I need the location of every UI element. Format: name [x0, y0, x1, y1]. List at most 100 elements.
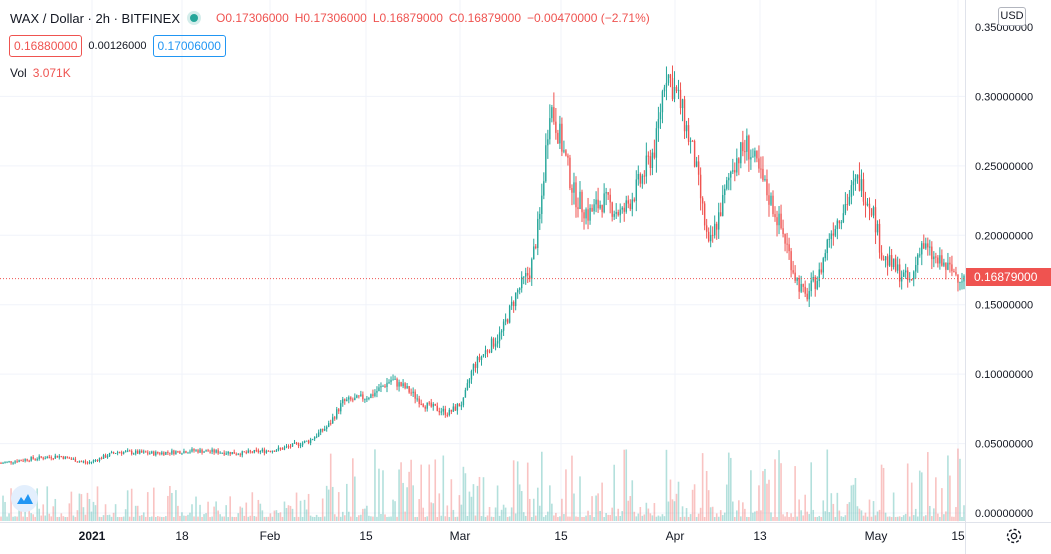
candle-body: [541, 195, 543, 214]
candle-body: [6, 461, 8, 463]
candle-body: [197, 450, 199, 453]
candle-body: [34, 458, 36, 460]
volume-bar: [223, 516, 225, 521]
volume-bar: [536, 487, 539, 521]
candle-body: [896, 264, 899, 271]
volume-bar: [12, 516, 14, 521]
symbol-title[interactable]: WAX / Dollar · 2h · BITFINEX: [10, 10, 181, 26]
volume-bar: [579, 476, 581, 521]
volume-bar: [305, 509, 308, 521]
candle-body: [239, 454, 241, 456]
volume-bar: [740, 516, 742, 521]
candle-body: [141, 450, 143, 453]
candle-body: [633, 199, 635, 201]
candle-body: [788, 244, 790, 252]
tradingview-logo-icon[interactable]: [11, 485, 38, 512]
volume-bar: [378, 468, 380, 521]
volume-bar: [462, 466, 465, 521]
candle-body: [872, 207, 875, 216]
volume-bar: [317, 516, 320, 521]
volume-bar: [569, 516, 571, 521]
candle-body: [669, 74, 672, 79]
candle-body: [301, 442, 304, 446]
volume-bar: [26, 516, 28, 521]
volume-bar: [886, 516, 889, 521]
candle-body: [132, 453, 135, 455]
candle-body: [88, 462, 91, 464]
volume-bar: [597, 493, 599, 521]
volume-bar: [794, 466, 796, 521]
candle-body: [707, 231, 710, 242]
candle-body: [750, 157, 752, 160]
volume-bar: [585, 515, 587, 521]
candle-body: [587, 209, 589, 221]
volume-bar: [434, 459, 437, 521]
volume-bar: [416, 516, 418, 521]
candle-body: [569, 157, 571, 189]
candle-body: [854, 178, 857, 182]
trade-panel: 0.16880000 0.00126000 0.17006000: [9, 35, 226, 57]
candle-body: [820, 269, 822, 273]
candle-body: [187, 452, 189, 454]
volume-bar: [543, 516, 545, 521]
volume-bar: [410, 459, 412, 521]
volume-bar: [430, 502, 433, 521]
candle-body: [207, 450, 209, 452]
volume-bar: [864, 512, 867, 521]
candle-body: [420, 403, 422, 405]
candle-body: [233, 452, 235, 454]
gear-icon[interactable]: [1004, 526, 1024, 546]
candle-body: [350, 397, 352, 400]
candle-body: [671, 78, 674, 100]
volume-bar: [466, 515, 469, 521]
volume-bar: [573, 493, 575, 521]
candle-body: [535, 246, 537, 248]
candle-body: [695, 161, 698, 167]
volume-bar: [939, 516, 941, 521]
volume-bar: [82, 507, 85, 521]
candle-body: [537, 218, 539, 248]
volume-bar: [832, 503, 835, 521]
candle-body: [892, 258, 895, 267]
candle-body: [525, 272, 527, 277]
sell-button[interactable]: 0.16880000: [9, 35, 83, 57]
candle-body: [440, 411, 442, 413]
volume-bar: [408, 471, 410, 521]
candle-body: [734, 170, 736, 173]
candle-body: [792, 270, 794, 273]
volume-bar: [287, 505, 290, 521]
volume-bar: [420, 464, 422, 521]
candle-body: [398, 382, 400, 387]
candle-body: [589, 207, 591, 221]
y-tick-label: 0.30000000: [975, 91, 1033, 103]
volume-bar: [152, 487, 155, 521]
candle-body: [352, 399, 354, 401]
volume-bar: [384, 514, 386, 521]
candle-body: [720, 212, 722, 216]
candle-body: [271, 450, 274, 452]
candle-body: [346, 399, 348, 402]
candle-body: [931, 246, 933, 260]
volume-bar: [92, 501, 95, 521]
volume-bar: [643, 514, 646, 521]
volume-bar: [922, 516, 925, 521]
volume-bar: [963, 505, 965, 521]
volume-bar: [758, 485, 760, 521]
candle-body: [466, 383, 469, 390]
currency-button[interactable]: USD: [998, 7, 1026, 26]
volume-bar: [601, 482, 603, 521]
volume-bar: [611, 507, 613, 521]
volume-bar: [858, 508, 861, 521]
candle-body: [436, 405, 438, 411]
candle-body: [104, 455, 107, 458]
volume-bar: [476, 485, 479, 521]
volume-bar: [645, 502, 648, 521]
volume-bar: [734, 516, 736, 521]
volume-bar: [605, 513, 607, 521]
volume-bar: [436, 516, 439, 521]
candle-body: [245, 452, 247, 454]
candle-body: [643, 175, 646, 177]
volume-bar: [786, 512, 788, 521]
buy-button[interactable]: 0.17006000: [152, 35, 226, 57]
